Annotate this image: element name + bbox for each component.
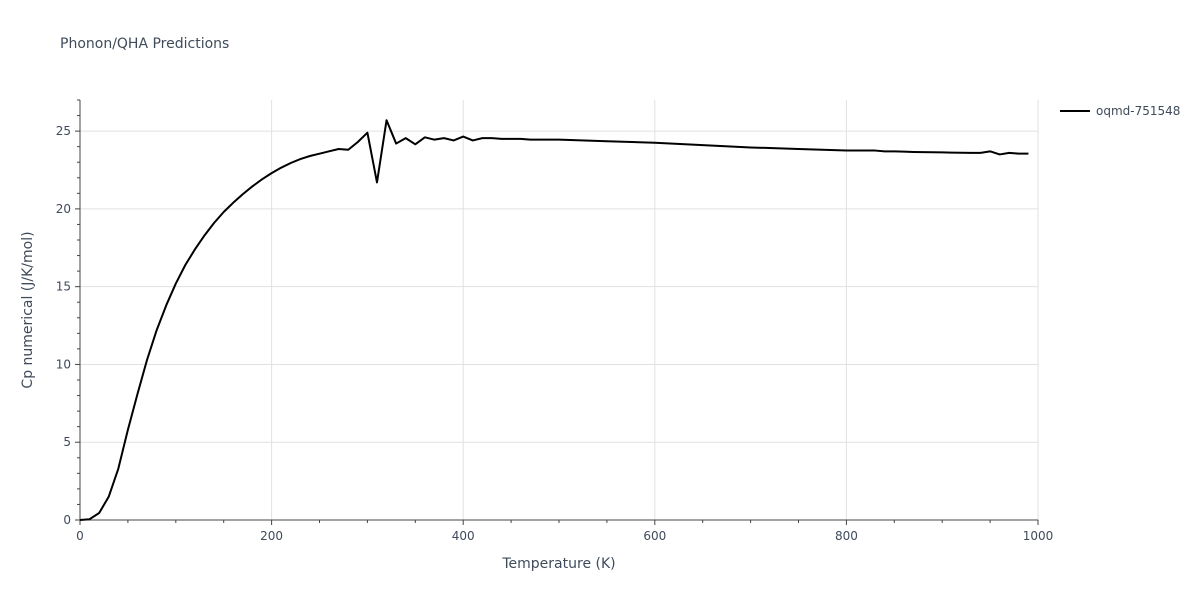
x-tick-label: 1000	[1023, 529, 1054, 543]
y-tick-label: 5	[63, 435, 71, 449]
y-tick-label: 15	[56, 280, 71, 294]
x-tick-label: 400	[452, 529, 475, 543]
y-tick-label: 20	[56, 202, 71, 216]
series-line	[79, 119, 1029, 521]
chart-title: Phonon/QHA Predictions	[60, 36, 230, 52]
axes: 0 200 400 600 800 1000 0 5 10 15 20 25	[56, 99, 1054, 543]
x-tick-label: 200	[260, 529, 283, 543]
x-axis-label: Temperature (K)	[501, 556, 615, 572]
legend[interactable]: oqmd-751548	[1060, 104, 1180, 118]
x-tick-label: 0	[76, 529, 84, 543]
y-tick-label: 0	[63, 513, 71, 527]
x-tick-label: 800	[835, 529, 858, 543]
x-tick-label: 600	[643, 529, 666, 543]
grid	[80, 100, 1039, 520]
legend-line-swatch	[1060, 110, 1090, 112]
y-tick-label: 10	[56, 357, 71, 371]
series-layer	[79, 119, 1029, 521]
y-tick-label: 25	[56, 124, 71, 138]
y-axis-label: Cp numerical (J/K/mol)	[20, 231, 36, 388]
legend-label: oqmd-751548	[1096, 104, 1181, 118]
